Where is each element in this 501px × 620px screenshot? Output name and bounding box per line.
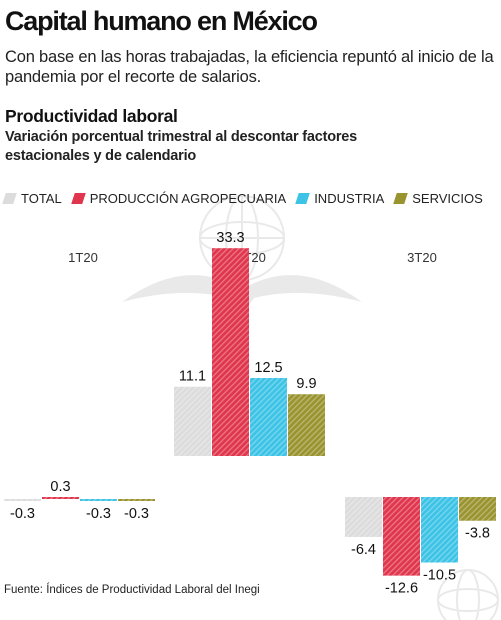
chart-title: Capital humano en México <box>5 6 318 36</box>
source-note: Fuente: Índices de Productividad Laboral… <box>4 584 260 596</box>
legend-label-industria: INDUSTRIA <box>314 190 385 206</box>
legend-label-servicios: SERVICIOS <box>412 190 483 206</box>
legend-item-servicios: SERVICIOS <box>393 190 483 206</box>
legend-label-total: TOTAL <box>21 190 62 206</box>
bar-total-2t20 <box>174 386 211 456</box>
value-label-total-1t20: -0.3 <box>10 506 35 522</box>
bar-produccion-agropecuaria-2t20 <box>212 248 249 456</box>
value-label-total-2t20: 11.1 <box>179 369 206 385</box>
category-label-3t20: 3T20 <box>407 250 437 265</box>
value-label-total-3t20: -6.4 <box>351 542 376 558</box>
chart-subtitle: Con base en las horas trabajadas, la efi… <box>5 48 494 86</box>
bar-servicios-3t20 <box>459 497 496 521</box>
category-label-1t20: 1T20 <box>68 250 98 265</box>
bar-industria-3t20 <box>421 497 458 563</box>
value-label-produccion-agropecuaria-2t20: 33.3 <box>216 230 244 246</box>
legend-item-industria: INDUSTRIA <box>295 190 385 206</box>
value-label-servicios-1t20: -0.3 <box>124 506 149 522</box>
legend-label-produccion-agropecuaria: PRODUCCIÓN AGROPECUARIA <box>89 190 287 206</box>
legend-item-produccion-agropecuaria: PRODUCCIÓN AGROPECUARIA <box>70 190 287 206</box>
value-label-industria-3t20: -10.5 <box>423 568 456 584</box>
value-label-produccion-agropecuaria-3t20: -12.6 <box>385 581 418 597</box>
value-label-industria-2t20: 12.5 <box>254 360 282 376</box>
section-heading: Productividad laboral <box>5 106 178 126</box>
value-label-servicios-2t20: 9.9 <box>296 376 316 392</box>
legend-item-total: TOTAL <box>2 190 62 206</box>
bar-industria-1t20 <box>80 499 117 501</box>
bar-servicios-1t20 <box>118 499 155 501</box>
chart-description: Variación porcentual trimestral al desco… <box>5 129 358 164</box>
value-label-industria-1t20: -0.3 <box>86 506 111 522</box>
bar-servicios-2t20 <box>288 394 325 456</box>
bar-total-3t20 <box>345 497 382 537</box>
bar-industria-2t20 <box>250 378 287 456</box>
value-label-servicios-3t20: -3.8 <box>465 526 490 542</box>
bar-total-1t20 <box>4 499 41 501</box>
bar-produccion-agropecuaria-3t20 <box>383 497 420 576</box>
value-label-produccion-agropecuaria-1t20: 0.3 <box>50 479 70 495</box>
chart-legend: TOTAL PRODUCCIÓN AGROPECUARIA INDUSTRIA … <box>2 189 494 207</box>
bar-produccion-agropecuaria-1t20 <box>42 497 79 499</box>
